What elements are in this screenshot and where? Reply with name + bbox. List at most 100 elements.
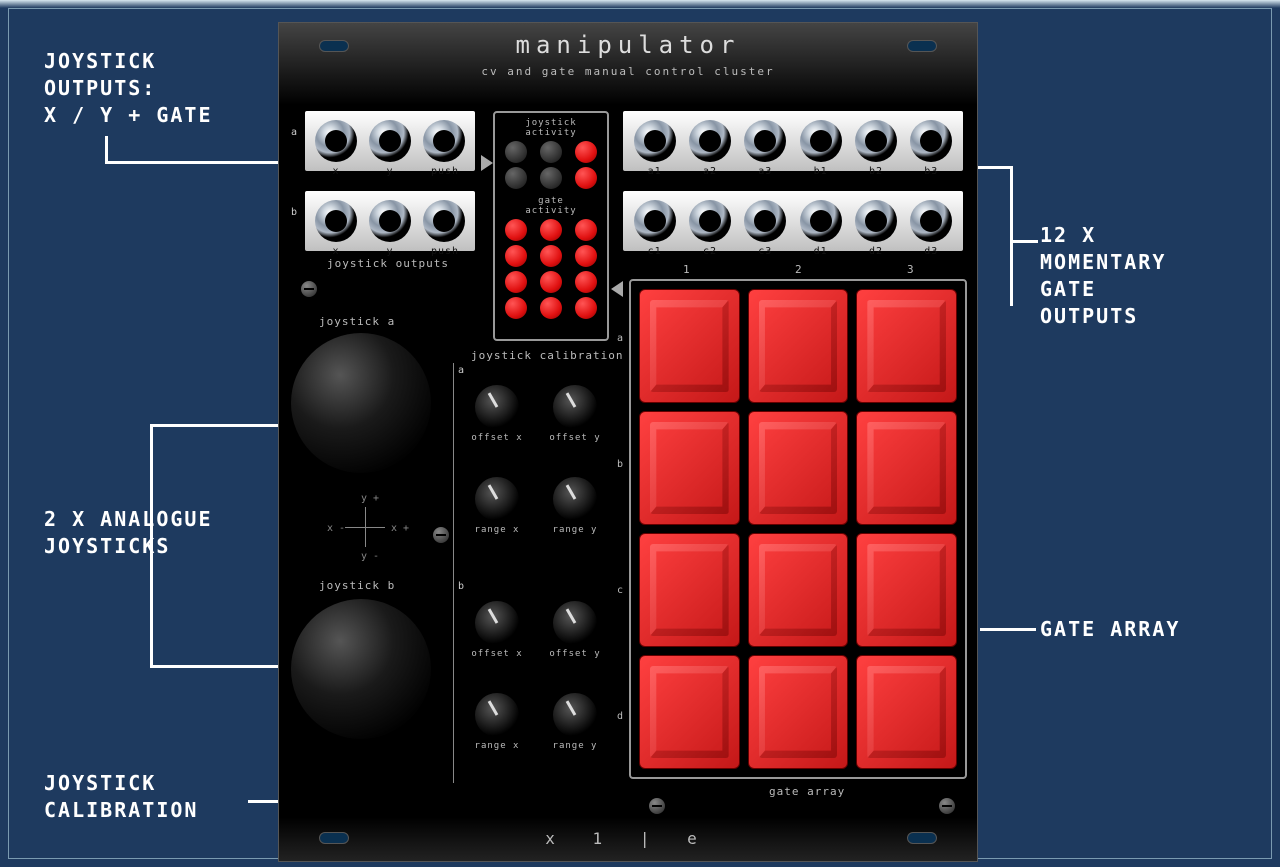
led-icon <box>505 167 527 189</box>
knob-label: range y <box>543 525 607 535</box>
module-footer: x 1 | e <box>279 817 977 861</box>
pad-c1[interactable] <box>639 533 740 647</box>
pad-b3[interactable] <box>856 411 957 525</box>
joystick-jacks-row-a: x y push <box>305 111 475 171</box>
led-icon <box>540 271 562 293</box>
callout-joysticks: 2 X ANALOGUE JOYSTICKS <box>44 506 213 560</box>
pad-a2[interactable] <box>748 289 849 403</box>
jack-c2[interactable]: c2 <box>689 200 731 242</box>
axis-x-pos: x + <box>391 523 409 534</box>
pad-c3[interactable] <box>856 533 957 647</box>
jack-d1[interactable]: d1 <box>800 200 842 242</box>
jack-d2[interactable]: d2 <box>855 200 897 242</box>
knob-b-offset-x[interactable] <box>475 601 519 645</box>
led-icon <box>505 141 527 163</box>
calib-group-b: b <box>458 581 465 592</box>
gate-activity-leds <box>501 219 601 319</box>
led-icon <box>540 219 562 241</box>
pad-b1[interactable] <box>639 411 740 525</box>
led-icon <box>540 245 562 267</box>
mount-slot <box>907 40 937 52</box>
jack-a-x[interactable]: x <box>315 120 357 162</box>
joystick-b[interactable] <box>291 599 431 739</box>
leader <box>974 166 1012 169</box>
pad-d2[interactable] <box>748 655 849 769</box>
led-icon <box>505 297 527 319</box>
leader <box>980 628 1036 631</box>
knob-a-offset-y[interactable] <box>553 385 597 429</box>
knob-label: offset y <box>543 649 607 659</box>
jack-c3[interactable]: c3 <box>744 200 786 242</box>
joystick-b-label: joystick b <box>319 579 395 592</box>
pad-row-d: d <box>617 711 623 722</box>
pad-row-a: a <box>617 333 623 344</box>
leader <box>105 161 295 164</box>
knob-label: range x <box>465 525 529 535</box>
leader <box>150 424 153 668</box>
leader <box>1010 240 1038 243</box>
leader <box>150 424 290 427</box>
mount-slot <box>319 832 349 844</box>
callout-calibration: JOYSTICK CALIBRATION <box>44 770 198 824</box>
knob-label: range y <box>543 741 607 751</box>
jack-b1[interactable]: b1 <box>800 120 842 162</box>
knob-a-range-y[interactable] <box>553 477 597 521</box>
axis-y-pos: y + <box>361 493 379 504</box>
joystick-jacks-row-b: x y push <box>305 191 475 251</box>
joystick-activity-label: joystick activity <box>501 119 601 139</box>
pad-col-1: 1 <box>683 263 690 276</box>
led-icon <box>505 271 527 293</box>
mount-slot <box>319 40 349 52</box>
pad-row-c: c <box>617 585 623 596</box>
pad-d1[interactable] <box>639 655 740 769</box>
pad-a1[interactable] <box>639 289 740 403</box>
module-header: manipulator cv and gate manual control c… <box>279 23 977 105</box>
knob-b-offset-y[interactable] <box>553 601 597 645</box>
led-icon <box>505 245 527 267</box>
jack-a2[interactable]: a2 <box>689 120 731 162</box>
joystick-a[interactable] <box>291 333 431 473</box>
led-icon <box>575 297 597 319</box>
jack-b-y[interactable]: y <box>369 200 411 242</box>
pad-col-3: 3 <box>907 263 914 276</box>
knob-a-range-x[interactable] <box>475 477 519 521</box>
knob-a-offset-x[interactable] <box>475 385 519 429</box>
axis-line <box>345 527 385 528</box>
jack-b2[interactable]: b2 <box>855 120 897 162</box>
knob-b-range-x[interactable] <box>475 693 519 737</box>
jack-a-push[interactable]: push <box>423 120 465 162</box>
pad-d3[interactable] <box>856 655 957 769</box>
jack-a-y[interactable]: y <box>369 120 411 162</box>
jack-b-x[interactable]: x <box>315 200 357 242</box>
jack-b-push[interactable]: push <box>423 200 465 242</box>
pad-c2[interactable] <box>748 533 849 647</box>
leader <box>1010 166 1013 306</box>
module-panel: manipulator cv and gate manual control c… <box>278 22 978 862</box>
axis-x-neg: x - <box>327 523 345 534</box>
pad-row-b: b <box>617 459 623 470</box>
pad-a3[interactable] <box>856 289 957 403</box>
brand-label: x 1 | e <box>279 817 977 848</box>
knob-b-range-y[interactable] <box>553 693 597 737</box>
jack-d3[interactable]: d3 <box>910 200 952 242</box>
gate-jacks-row-2: c1 c2 c3 d1 d2 d3 <box>623 191 963 251</box>
arrow-icon <box>611 281 623 297</box>
arrow-icon <box>481 155 493 171</box>
jack-a1[interactable]: a1 <box>634 120 676 162</box>
axis-y-neg: y - <box>361 551 379 562</box>
calib-group-a: a <box>458 365 465 376</box>
jack-a3[interactable]: a3 <box>744 120 786 162</box>
gate-array-label: gate array <box>769 785 845 798</box>
knob-label: offset y <box>543 433 607 443</box>
leader <box>150 665 290 668</box>
led-icon <box>575 167 597 189</box>
led-icon <box>575 271 597 293</box>
screw-icon <box>433 527 449 543</box>
gate-jacks-row-1: a1 a2 a3 b1 b2 b3 <box>623 111 963 171</box>
jack-b3[interactable]: b3 <box>910 120 952 162</box>
joystick-a-label: joystick a <box>319 315 395 328</box>
pad-b2[interactable] <box>748 411 849 525</box>
gate-activity-label: gate activity <box>501 197 601 217</box>
jack-c1[interactable]: c1 <box>634 200 676 242</box>
knob-label: offset x <box>465 649 529 659</box>
